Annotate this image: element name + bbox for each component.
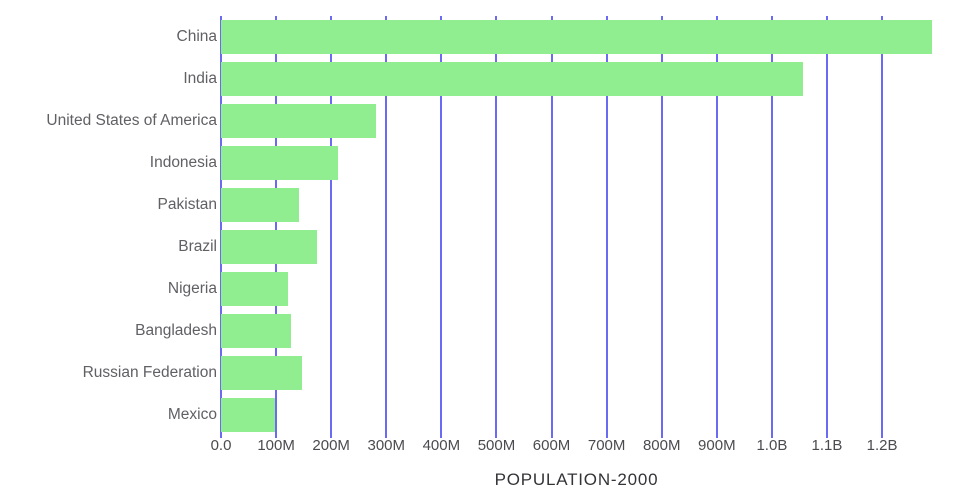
y-label-pakistan: Pakistan [157,196,217,213]
y-label-bangladesh: Bangladesh [135,322,217,339]
bar-united-states-of-america [221,104,377,138]
x-tick-0-0: 0.0 [210,437,232,454]
gridline-700m [605,16,608,438]
x-tick-100m: 100M [257,437,295,454]
gridline-100m [275,16,278,438]
x-tick-600m: 600M [532,437,571,454]
y-label-russian-federation: Russian Federation [82,364,217,381]
bar-brazil [221,230,318,264]
y-label-mexico: Mexico [167,406,217,423]
bar-russian-federation [221,356,302,390]
x-tick-1-2b: 1.2B [866,437,898,454]
x-tick-400m: 400M [422,437,461,454]
y-label-brazil: Brazil [178,238,217,255]
bar-nigeria [221,272,289,306]
gridline-1-0b [770,16,773,438]
bar-india [221,62,804,96]
gridline-200m [330,16,333,438]
bar-indonesia [221,146,338,180]
gridline-1-2b [881,16,884,438]
x-tick-300m: 300M [367,437,406,454]
gridline-800m [660,16,663,438]
gridline-500m [495,16,498,438]
x-tick-500m: 500M [477,437,516,454]
bar-china [221,20,932,54]
gridline-600m [550,16,553,438]
gridline-400m [440,16,443,438]
bar-bangladesh [221,314,292,348]
x-tick-200m: 200M [312,437,350,454]
gridline-900m [715,16,718,438]
x-tick-1-0b: 1.0B [756,437,788,454]
y-label-china: China [176,28,218,45]
gridline-1-1b [825,16,828,438]
y-label-united-states-of-america: United States of America [46,112,217,129]
gridline-0-0 [220,16,222,438]
y-label-india: India [183,70,217,87]
x-axis-title: POPULATION-2000 [494,470,659,489]
bar-mexico [221,398,276,432]
y-label-indonesia: Indonesia [149,154,217,171]
bar-pakistan [221,188,300,222]
x-tick-1-1b: 1.1B [811,437,843,454]
gridline-300m [385,16,388,438]
y-label-nigeria: Nigeria [167,280,217,297]
x-tick-700m: 700M [587,437,626,454]
x-tick-800m: 800M [642,437,681,454]
x-tick-900m: 900M [698,437,736,454]
